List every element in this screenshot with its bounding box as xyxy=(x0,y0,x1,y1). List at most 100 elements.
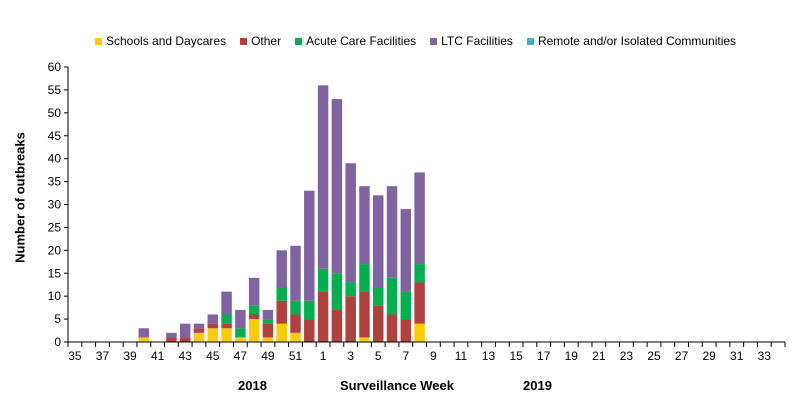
legend-swatch xyxy=(295,37,303,45)
y-tick-label: 15 xyxy=(48,266,62,280)
bar-segment xyxy=(359,186,370,265)
x-tick-label: 9 xyxy=(430,349,437,363)
bar-segment xyxy=(138,337,150,342)
legend-item: LTC Facilities xyxy=(430,34,513,48)
bar-segment xyxy=(359,264,370,292)
y-tick-label: 30 xyxy=(48,198,62,212)
bar-segment xyxy=(262,309,274,320)
bar-segment xyxy=(221,314,232,324)
bar-segment xyxy=(248,319,260,342)
y-tick-label: 55 xyxy=(48,83,62,97)
legend-item: Other xyxy=(240,34,281,48)
legend-item: Schools and Daycares xyxy=(95,34,226,48)
legend-label: Schools and Daycares xyxy=(106,34,227,48)
legend-swatch xyxy=(240,37,248,45)
bar-segment xyxy=(262,323,274,338)
bar-segment xyxy=(166,337,177,342)
bar-segment xyxy=(317,85,329,269)
x-tick-label: 45 xyxy=(206,349,220,363)
bar-segment xyxy=(331,99,343,274)
bar-segment xyxy=(276,250,287,287)
bar-segment xyxy=(386,277,398,315)
x-tick-label: 43 xyxy=(179,349,193,363)
bar-segment xyxy=(317,291,329,342)
x-tick-label: 13 xyxy=(482,349,496,363)
bar-segment xyxy=(235,309,246,329)
x-tick-label: 3 xyxy=(347,349,354,363)
bar-segment xyxy=(193,323,205,329)
x-tick-label: 41 xyxy=(151,349,165,363)
x-tick-label: 33 xyxy=(758,349,772,363)
bar-segment xyxy=(179,337,191,342)
x-tick-label: 27 xyxy=(675,349,689,363)
bar-segment xyxy=(386,314,398,342)
bar-segment xyxy=(317,268,329,292)
legend-item: Remote and/or Isolated Communities xyxy=(526,34,737,48)
x-tick-label: 23 xyxy=(620,349,634,363)
y-tick-label: 25 xyxy=(48,220,62,234)
x-tick-label: 37 xyxy=(96,349,110,363)
bar-segment xyxy=(221,291,232,315)
y-tick-label: 50 xyxy=(48,106,62,120)
year-label-2018: 2018 xyxy=(238,378,267,393)
bar-segment xyxy=(414,282,425,324)
y-tick-label: 0 xyxy=(54,335,61,349)
x-tick-label: 51 xyxy=(289,349,303,363)
bar-segment xyxy=(304,190,315,301)
bar-segment xyxy=(207,314,219,324)
bar-segment xyxy=(193,328,205,333)
bar-segment xyxy=(386,186,398,278)
bar-segment xyxy=(414,323,425,342)
x-axis-label: Surveillance Week xyxy=(340,378,454,393)
bar-segment xyxy=(373,287,384,306)
x-tick-label: 29 xyxy=(702,349,716,363)
legend-label: LTC Facilities xyxy=(441,34,513,48)
bar-segment xyxy=(414,172,425,265)
bar-segment xyxy=(248,277,260,306)
bar-segment xyxy=(262,337,274,342)
bar-segment xyxy=(290,314,301,333)
x-tick-label: 25 xyxy=(647,349,661,363)
bar-segment xyxy=(345,296,356,342)
x-tick-label: 1 xyxy=(320,349,327,363)
bar-segment xyxy=(235,328,246,338)
bar-segment xyxy=(304,319,315,342)
bar-segment xyxy=(262,319,274,324)
bar-segment xyxy=(345,163,356,283)
x-tick-label: 5 xyxy=(375,349,382,363)
bar-segment xyxy=(331,309,343,342)
bar-segment xyxy=(400,291,412,320)
y-tick-label: 5 xyxy=(54,312,61,326)
y-tick-label: 40 xyxy=(48,152,62,166)
bar-segment xyxy=(138,328,150,338)
x-tick-label: 39 xyxy=(123,349,137,363)
x-tick-label: 19 xyxy=(565,349,579,363)
legend-swatch xyxy=(95,37,102,45)
bar-segment xyxy=(276,287,287,301)
bar-segment xyxy=(359,337,370,342)
legend-label: Remote and/or Isolated Communities xyxy=(537,34,737,48)
legend: Schools and Daycares Other Acute Care Faci… xyxy=(95,34,750,48)
x-tick-label: 47 xyxy=(234,349,248,363)
bar-segment xyxy=(276,300,287,324)
legend-item: Acute Care Facilities xyxy=(295,34,416,48)
bar-segment xyxy=(248,314,260,320)
x-tick-label: 31 xyxy=(730,349,744,363)
bar-segment xyxy=(166,332,177,338)
bar-segment xyxy=(414,264,425,283)
x-tick-label: 15 xyxy=(509,349,523,363)
bar-segment xyxy=(235,337,246,342)
bar-segment xyxy=(290,300,301,315)
legend-label: Other xyxy=(251,34,282,48)
bar-segment xyxy=(193,332,205,342)
bar-segment xyxy=(373,195,384,287)
x-tick-label: 21 xyxy=(592,349,606,363)
bar-segment xyxy=(221,328,232,342)
x-tick-label: 35 xyxy=(68,349,82,363)
bar-segment xyxy=(248,305,260,315)
bar-segment xyxy=(345,282,356,297)
y-tick-label: 35 xyxy=(48,175,62,189)
x-tick-label: 11 xyxy=(455,349,468,363)
